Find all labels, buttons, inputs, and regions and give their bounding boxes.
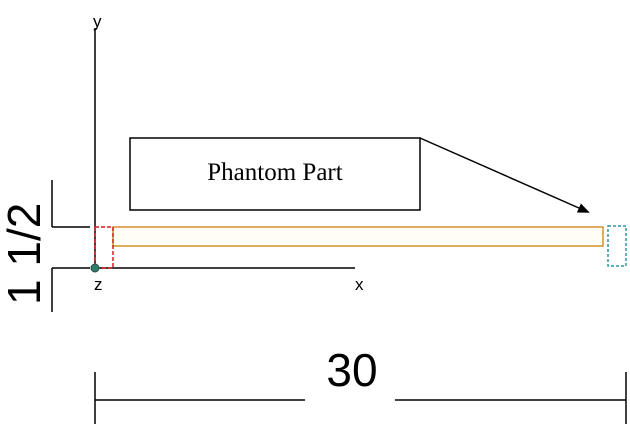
callout-leader-arrow	[419, 137, 590, 213]
callout-label: Phantom Part	[207, 159, 342, 186]
width-dim-label: 30	[326, 344, 377, 396]
end-marker-box	[607, 225, 627, 267]
width-dimension: 30	[94, 344, 627, 424]
phantom-part-box	[94, 226, 114, 269]
y-axis-label: y	[93, 12, 102, 31]
phantom-part-callout: Phantom Part	[129, 137, 590, 213]
x-axis-label: x	[355, 275, 364, 294]
height-dimension: 1 1/2	[0, 180, 90, 312]
origin-point	[90, 263, 100, 273]
height-dim-label: 1 1/2	[0, 203, 50, 305]
z-axis-label: z	[94, 275, 103, 294]
callout-box	[129, 137, 421, 211]
part-beam	[112, 226, 604, 247]
